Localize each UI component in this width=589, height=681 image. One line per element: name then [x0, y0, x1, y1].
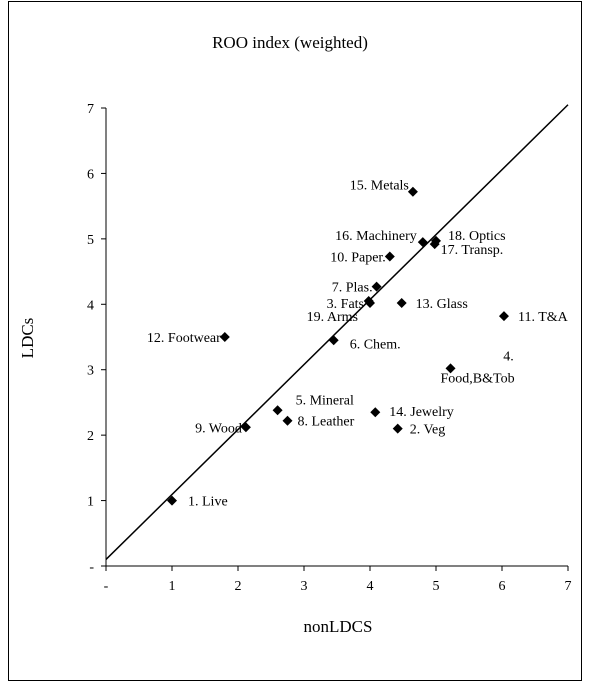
data-point-label: 8. Leather [298, 415, 355, 430]
data-point-label: 3. Fats [327, 297, 364, 312]
y-tick-label: - [89, 560, 94, 575]
data-point [167, 495, 177, 506]
y-axis-label: LDCs [18, 318, 37, 359]
data-point-label: 5. Mineral [296, 393, 354, 408]
x-tick-label: 1 [169, 579, 176, 594]
data-point [240, 422, 251, 433]
data-point [498, 311, 509, 322]
data-point-label-line: 4. [503, 349, 514, 364]
data-point-label-line: Food,B&Tob [441, 371, 515, 386]
data-point-label: 11. T&A [518, 310, 569, 325]
chart-svg: ROO index (weighted) LDCs nonLDCS - 1 2 3 4 5… [18, 33, 572, 636]
data-point-label: 6. Chem. [350, 337, 401, 352]
chart-title: ROO index (weighted) [212, 33, 368, 52]
x-tick-label: 7 [565, 579, 572, 594]
data-point-label: 2. Veg [410, 423, 446, 438]
data-point-label: 14. Jewelry [389, 405, 454, 420]
x-tick-label: 4 [367, 579, 374, 594]
data-point [392, 423, 403, 434]
data-point [370, 407, 381, 418]
data-point [363, 296, 374, 307]
data-point-label: 9. Wood [195, 421, 242, 436]
y-tick-label: 3 [87, 364, 94, 379]
data-point-label: 1. Live [188, 495, 228, 510]
data-point-label: 4. Food,B&Tob [441, 349, 515, 386]
data-point-label: 13. Glass [416, 297, 468, 312]
x-axis-label: nonLDCS [304, 617, 373, 636]
x-tick-label: 2 [235, 579, 242, 594]
reference-line [105, 104, 569, 560]
data-point-label: 10. Paper. [330, 251, 386, 266]
data-point [396, 297, 407, 308]
y-tick-label: 4 [87, 298, 94, 313]
data-point [431, 235, 441, 246]
data-point [445, 363, 456, 374]
data-point-label: 19. Arms [307, 310, 358, 325]
data-point [219, 332, 230, 342]
x-tick-label: 5 [433, 579, 440, 594]
data-point-label: 16. Machinery [335, 229, 417, 244]
data-point [407, 186, 418, 197]
y-tick-label: 2 [87, 429, 94, 444]
data-point [328, 335, 339, 346]
data-point [417, 237, 428, 248]
y-tick-label: 1 [87, 495, 94, 510]
data-point [384, 251, 395, 262]
data-point-label: 18. Optics [448, 229, 506, 244]
plot-area: - 1 2 3 4 5 6 7 - 1 2 3 4 5 6 7 1. Live 2. Veg 3. Fats 4. Fo… [87, 102, 572, 594]
data-point [272, 405, 283, 416]
data-point-label: 12. Footwear [147, 331, 221, 346]
x-tick-label: 3 [301, 579, 308, 594]
data-point-label: 7. Plas. [332, 281, 373, 296]
data-point [371, 281, 382, 292]
y-tick-label: 5 [87, 233, 94, 248]
data-point-label: 15. Metals [350, 179, 409, 194]
x-tick-label: 6 [499, 579, 506, 594]
x-tick-label: - [104, 579, 109, 594]
data-point [282, 415, 293, 426]
y-tick-label: 6 [87, 167, 94, 182]
data-point-label: 17. Transp. [441, 243, 504, 258]
y-tick-label: 7 [87, 102, 94, 117]
